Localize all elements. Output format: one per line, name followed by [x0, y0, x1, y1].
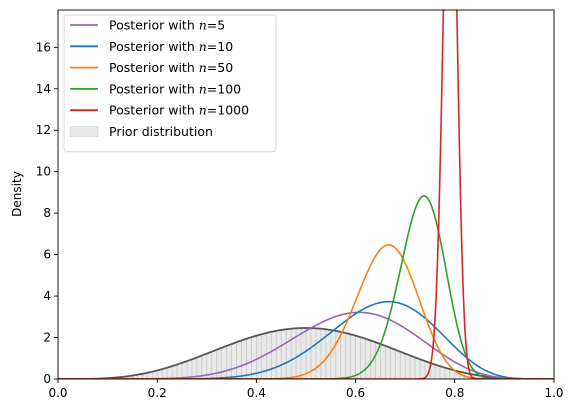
legend: Posterior with n=5 Posterior with n=10 Pos… [63, 14, 277, 153]
legend-label-2: Posterior with n=10 [109, 39, 233, 54]
prior-line [58, 327, 554, 379]
x-tick-label: 0.2 [148, 386, 167, 400]
plot-area [58, 10, 554, 379]
y-tick-label: 4 [43, 289, 51, 303]
series-line-5 [58, 10, 554, 379]
legend-label-1: Posterior with n=5 [109, 18, 225, 33]
y-tick-label: 14 [36, 82, 51, 96]
legend-label-3: Posterior with n=50 [109, 60, 233, 75]
y-tick-label: 16 [36, 40, 51, 54]
y-tick-label: 10 [36, 165, 51, 179]
x-axis: 0.0 0.2 0.4 0.6 0.8 1.0 [48, 379, 564, 400]
y-tick-label: 6 [43, 248, 51, 262]
series-line-3 [58, 244, 554, 379]
x-tick-label: 0.0 [48, 386, 67, 400]
y-tick-label: 0 [43, 372, 51, 386]
axes-frame [57, 9, 555, 380]
y-axis-label: Density [10, 171, 24, 217]
y-axis: 0 2 4 6 8 10 12 14 16 [36, 40, 58, 386]
legend-label-5: Posterior with n=1000 [109, 103, 249, 118]
y-tick-label: 2 [43, 331, 51, 345]
legend-label-prior: Prior distribution [109, 124, 213, 139]
legend-label-4: Posterior with n=100 [109, 81, 241, 96]
y-tick-label: 12 [36, 123, 51, 137]
x-tick-label: 0.8 [445, 386, 464, 400]
series-line-4 [58, 195, 554, 379]
legend-box [63, 14, 277, 153]
x-tick-label: 0.4 [247, 386, 266, 400]
x-tick-label: 1.0 [544, 386, 563, 400]
prior-hatch [102, 327, 510, 379]
x-tick-label: 0.6 [346, 386, 365, 400]
y-tick-label: 8 [43, 206, 51, 220]
series-line-2 [58, 300, 554, 379]
legend-swatch-prior [69, 126, 99, 137]
